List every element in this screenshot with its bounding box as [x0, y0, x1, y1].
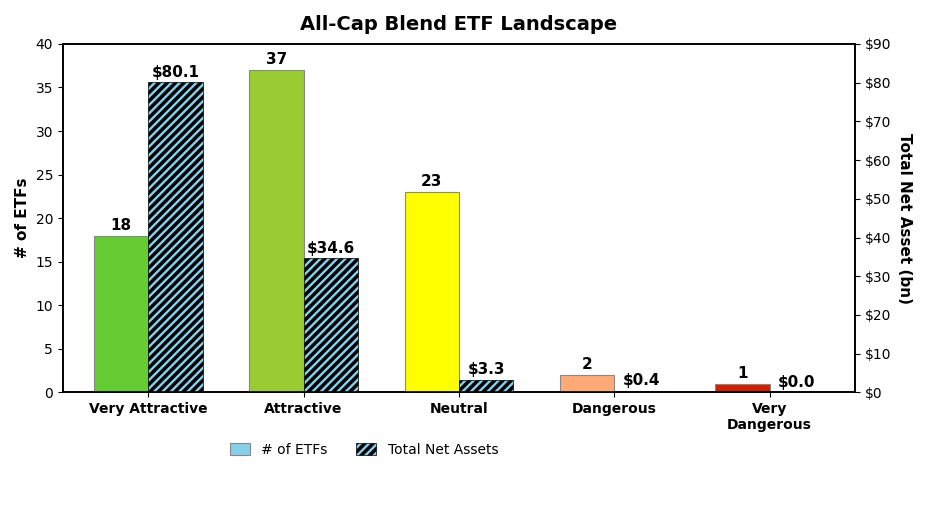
Text: 2: 2	[581, 358, 592, 372]
Text: 1: 1	[737, 366, 747, 381]
Bar	[94, 235, 148, 392]
Text: $80.1: $80.1	[151, 65, 199, 80]
Title: All-Cap Blend ETF Landscape: All-Cap Blend ETF Landscape	[300, 15, 617, 34]
Text: 37: 37	[266, 52, 287, 67]
Bar	[249, 70, 304, 392]
Text: $0.0: $0.0	[778, 375, 816, 390]
Legend: # of ETFs, Total Net Assets: # of ETFs, Total Net Assets	[224, 437, 503, 462]
Bar	[715, 384, 769, 392]
Bar	[404, 192, 459, 392]
Text: $3.3: $3.3	[467, 362, 505, 377]
Text: $34.6: $34.6	[307, 241, 355, 256]
Text: $0.4: $0.4	[623, 373, 660, 388]
Bar	[560, 375, 615, 392]
Y-axis label: # of ETFs: # of ETFs	[15, 178, 30, 259]
Bar	[304, 259, 358, 392]
Text: 18: 18	[110, 218, 132, 233]
Bar	[615, 391, 668, 392]
Bar	[148, 82, 203, 392]
Bar	[459, 380, 514, 392]
Text: 23: 23	[421, 174, 442, 189]
Y-axis label: Total Net Asset (bn): Total Net Asset (bn)	[897, 133, 912, 304]
